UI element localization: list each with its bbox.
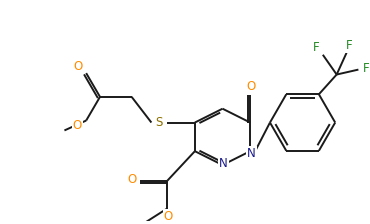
- Text: F: F: [363, 62, 370, 75]
- Text: O: O: [164, 210, 173, 223]
- Text: O: O: [246, 80, 256, 93]
- Text: O: O: [127, 173, 136, 186]
- Text: F: F: [346, 39, 353, 52]
- Text: F: F: [313, 41, 319, 54]
- Text: O: O: [73, 119, 82, 132]
- Text: S: S: [156, 116, 163, 129]
- Text: N: N: [247, 147, 256, 160]
- Text: N: N: [219, 157, 228, 170]
- Text: O: O: [74, 60, 83, 73]
